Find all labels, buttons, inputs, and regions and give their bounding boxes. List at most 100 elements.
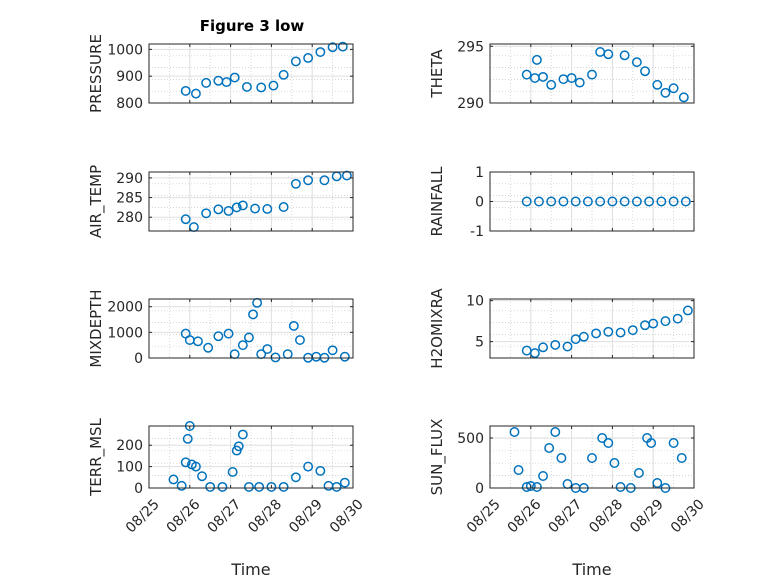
data-point [331, 481, 342, 492]
y-axis-label: MIXDEPTH [87, 289, 105, 367]
data-point [213, 204, 224, 215]
x-tick-label: 08/25 [123, 496, 163, 536]
x-tick-label: 08/28 [245, 496, 285, 536]
data-point [587, 69, 597, 80]
data-point [193, 336, 203, 347]
data-point [327, 42, 338, 53]
data-point [254, 481, 265, 492]
data-point [562, 341, 573, 352]
data-point [615, 482, 626, 492]
axes-background [148, 171, 354, 232]
x-axis-label: Time [230, 560, 270, 579]
data-point [315, 465, 326, 476]
data-point [595, 196, 606, 207]
y-tick-label: 100 [116, 460, 143, 476]
data-point [231, 202, 242, 213]
data-point [546, 196, 557, 207]
data-point [660, 87, 671, 98]
data-point [213, 331, 224, 342]
data-point [550, 339, 561, 350]
data-point [237, 340, 248, 351]
subplot-3: 280 285 290 AIR_TEMP [87, 165, 354, 238]
data-point [556, 453, 567, 463]
y-tick-label: 295 [457, 39, 484, 55]
data-point [223, 328, 234, 339]
data-point [203, 342, 214, 353]
y-tick-label: 285 [116, 191, 143, 207]
data-point [631, 196, 642, 207]
data-point [544, 443, 555, 453]
data-point [656, 196, 667, 207]
data-point [546, 79, 557, 90]
data-point [525, 481, 536, 491]
data-point [603, 326, 614, 337]
data-point [237, 429, 248, 440]
y-tick-label: 500 [457, 431, 484, 447]
x-tick-label: 08/26 [505, 496, 545, 536]
y-tick-label: 0 [134, 351, 143, 367]
data-point [339, 351, 350, 362]
data-point [574, 77, 585, 88]
y-tick-label: 1 [475, 165, 484, 181]
data-point [668, 438, 679, 448]
y-tick-label: 0 [134, 481, 143, 497]
data-point [682, 305, 693, 316]
data-point [534, 196, 544, 207]
data-point [660, 316, 671, 327]
axes-frame [489, 43, 695, 104]
data-point [640, 66, 650, 77]
data-point [303, 461, 314, 472]
data-point [180, 214, 191, 225]
data-point [607, 196, 618, 207]
data-point [627, 325, 638, 336]
data-point [244, 481, 254, 492]
y-tick-label: 5 [475, 335, 484, 351]
y-tick-label: 290 [457, 96, 484, 112]
data-point [315, 47, 326, 57]
y-axis-label: THETA [428, 49, 446, 99]
data-point [678, 92, 689, 103]
y-tick-label: 2000 [107, 300, 143, 316]
y-tick-label: 290 [116, 171, 143, 187]
y-tick-label: -1 [470, 224, 484, 240]
data-point [337, 41, 348, 52]
data-point [680, 196, 691, 207]
data-point [646, 438, 657, 448]
axes-frame [489, 425, 695, 489]
data-point [558, 196, 569, 207]
data-point [223, 205, 234, 216]
y-tick-label: 200 [116, 438, 143, 454]
data-point [244, 332, 254, 343]
data-point [582, 196, 593, 207]
x-tick-label: 08/27 [205, 496, 245, 536]
x-axis-label: Time [571, 560, 611, 579]
data-point [180, 457, 191, 468]
data-point [619, 50, 630, 61]
data-point [290, 56, 301, 67]
axes-frame [148, 171, 354, 232]
data-point [587, 453, 597, 463]
data-point [603, 49, 614, 60]
data-point [278, 481, 289, 492]
y-tick-label: 280 [116, 210, 143, 226]
data-point [668, 83, 679, 94]
data-point [644, 196, 655, 207]
data-point [531, 54, 542, 65]
data-point [201, 208, 212, 219]
figure-title: Figure 3 low [200, 17, 305, 35]
subplot-7: 0 100 200 08/25 08/26 08/27 08/28 08/29 08/30 TER… [87, 417, 367, 579]
subplot-8: 0 500 08/25 08/26 08/27 08/28 08/29 08/30 SUN_FL… [428, 419, 708, 579]
data-point [327, 345, 338, 356]
x-tick-label: 08/25 [464, 496, 504, 536]
data-point [591, 328, 602, 339]
axes-frame [148, 425, 354, 489]
y-axis-label: TERR_MSL [87, 417, 106, 496]
data-point [262, 204, 273, 214]
data-point [303, 175, 314, 186]
data-point [609, 458, 620, 468]
y-tick-label: 10 [466, 294, 484, 310]
data-point [290, 178, 301, 189]
data-point [341, 170, 352, 181]
subplot-2: 290 295 THETA [428, 39, 695, 112]
